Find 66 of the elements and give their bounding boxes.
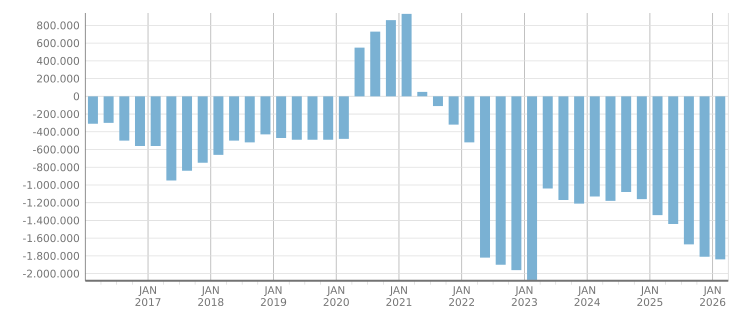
bar	[88, 96, 98, 124]
bar	[104, 96, 114, 123]
bar	[464, 96, 474, 142]
y-tick-label: -600.000	[33, 146, 80, 154]
y-tick-label: -1.200.000	[23, 198, 80, 207]
bar	[370, 32, 380, 96]
y-tick-label: 0	[74, 92, 80, 100]
bar	[558, 96, 568, 200]
x-tick-label: JAN 2021	[386, 286, 412, 306]
bar	[574, 96, 584, 204]
bar	[308, 96, 318, 140]
bar	[354, 48, 365, 96]
x-tick-label: JAN 2023	[512, 286, 537, 306]
y-tick-label: 800.000	[37, 21, 80, 30]
x-tick-label: JAN 2026	[700, 286, 726, 306]
bar	[636, 96, 647, 200]
bar	[668, 96, 678, 224]
y-tick-label: -1.400.000	[23, 216, 80, 224]
bar	[166, 96, 176, 181]
bar	[134, 96, 145, 146]
bar	[480, 96, 490, 258]
bar	[338, 96, 349, 139]
y-tick-label: 200.000	[37, 74, 80, 83]
x-tick-label: JAN 2024	[574, 286, 600, 306]
y-tick-label: -1.600.000	[23, 234, 80, 242]
bar	[511, 96, 522, 270]
bar	[229, 96, 240, 141]
x-tick-label: JAN 2017	[135, 286, 160, 306]
bar	[605, 96, 616, 201]
y-tick-label: -2.000.000	[23, 270, 80, 278]
bar	[182, 96, 192, 171]
y-tick-label: 600.000	[37, 39, 80, 48]
bar	[119, 96, 130, 141]
bar	[260, 96, 270, 134]
bar	[198, 96, 208, 163]
bar	[150, 96, 161, 146]
bar	[292, 96, 302, 140]
y-tick-label: -400.000	[33, 128, 80, 136]
x-tick-label: JAN 2020	[324, 286, 349, 306]
y-tick-label: -200.000	[33, 110, 80, 118]
bar	[542, 96, 553, 189]
x-tick-label: JAN 2022	[449, 286, 474, 306]
x-tick-label: JAN 2018	[198, 286, 224, 306]
bar	[432, 96, 443, 106]
bar	[715, 96, 726, 260]
bar	[386, 20, 396, 96]
bar	[244, 96, 255, 142]
y-tick-label: -1.800.000	[23, 252, 80, 260]
bar	[652, 96, 663, 216]
y-tick-label: -800.000	[33, 163, 80, 172]
bar	[621, 96, 632, 192]
bar	[527, 96, 538, 280]
x-tick-label: JAN 2019	[260, 286, 286, 306]
bar	[448, 96, 459, 125]
bar	[590, 96, 600, 196]
bar	[496, 96, 506, 265]
bar	[417, 92, 428, 96]
bar	[684, 96, 694, 244]
bar	[213, 96, 224, 155]
bar	[402, 14, 412, 96]
x-tick-label: JAN 2025	[637, 286, 662, 306]
y-tick-label: -1.000.000	[23, 180, 80, 189]
bar	[276, 96, 286, 138]
y-tick-label: 400.000	[36, 56, 80, 65]
bar	[700, 96, 710, 257]
bar	[323, 96, 334, 140]
